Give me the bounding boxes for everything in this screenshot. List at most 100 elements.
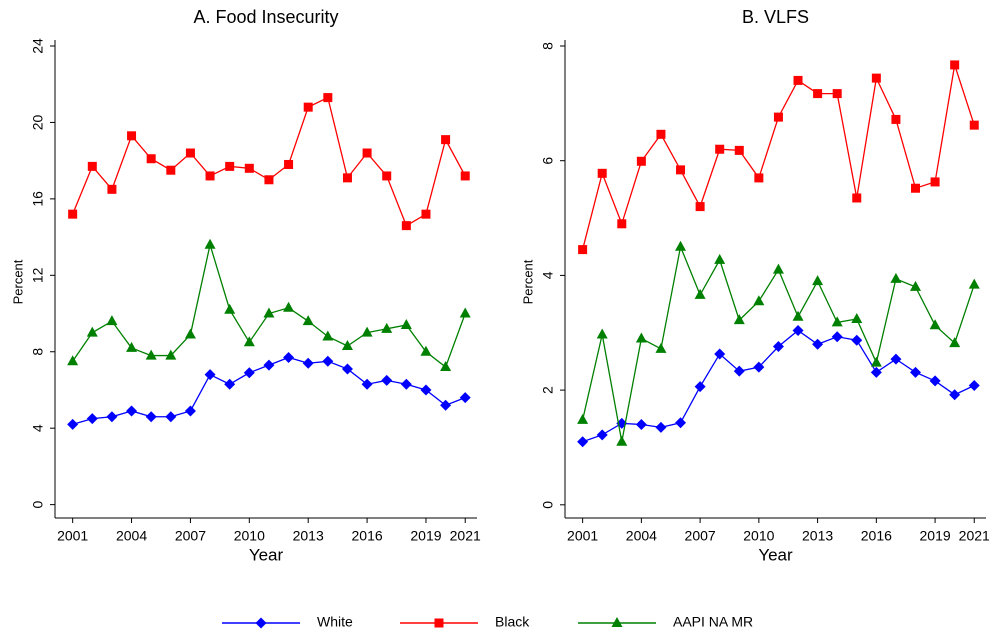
x-tick-label: 2004 xyxy=(116,528,147,544)
data-point xyxy=(382,171,392,181)
data-point xyxy=(969,120,979,130)
x-tick-label: 2007 xyxy=(685,528,716,544)
y-tick-label: 8 xyxy=(540,42,556,50)
data-point xyxy=(694,381,706,393)
data-point xyxy=(106,411,118,423)
legend-marker xyxy=(434,618,444,628)
data-point xyxy=(126,405,138,417)
data-point xyxy=(577,436,589,448)
data-point xyxy=(890,353,902,365)
data-point xyxy=(283,301,295,312)
data-point xyxy=(166,165,176,175)
data-point xyxy=(734,145,744,155)
data-point xyxy=(949,337,961,348)
data-point xyxy=(578,245,588,255)
data-point xyxy=(715,144,725,154)
y-tick-label: 4 xyxy=(540,271,556,279)
x-tick-label: 2010 xyxy=(234,528,265,544)
x-tick-label: 2001 xyxy=(57,528,88,544)
y-tick-label: 2 xyxy=(540,386,556,394)
data-point xyxy=(596,429,608,441)
data-point xyxy=(870,366,882,378)
x-tick-label: 2019 xyxy=(920,528,951,544)
y-tick-label: 6 xyxy=(540,157,556,165)
data-point xyxy=(950,60,960,70)
data-point xyxy=(204,238,216,249)
x-axis-title: Year xyxy=(249,545,284,564)
data-point xyxy=(929,319,941,330)
data-point xyxy=(753,295,765,306)
data-point xyxy=(68,209,78,219)
series-line xyxy=(72,96,466,227)
data-point xyxy=(421,209,431,219)
y-tick-label: 4 xyxy=(30,424,46,432)
data-point xyxy=(635,332,647,343)
x-tick-label: 2021 xyxy=(450,528,481,544)
data-point xyxy=(146,154,156,164)
data-point xyxy=(341,340,353,351)
data-point xyxy=(302,315,314,326)
y-tick-label: 0 xyxy=(540,501,556,509)
x-tick-label: 2016 xyxy=(861,528,892,544)
data-point xyxy=(773,112,783,122)
data-point xyxy=(440,399,452,411)
y-axis-title: Percent xyxy=(10,259,25,304)
data-point xyxy=(67,355,79,366)
y-tick-label: 24 xyxy=(30,38,46,54)
data-point xyxy=(361,326,373,337)
data-point xyxy=(323,93,333,103)
data-point xyxy=(793,75,803,85)
data-point xyxy=(165,411,177,423)
data-point xyxy=(616,435,628,446)
data-point xyxy=(441,135,451,145)
x-tick-label: 2001 xyxy=(567,528,598,544)
data-point xyxy=(224,303,236,314)
data-point xyxy=(184,328,196,339)
x-tick-label: 2004 xyxy=(626,528,657,544)
data-point xyxy=(204,369,216,381)
data-point xyxy=(87,161,97,171)
data-point xyxy=(910,366,922,378)
legend-label: Black xyxy=(495,614,530,630)
data-point xyxy=(597,168,607,178)
chart-title: A. Food Insecurity xyxy=(193,7,338,27)
data-point xyxy=(968,380,980,392)
data-point xyxy=(243,336,255,347)
data-point xyxy=(733,365,745,377)
data-point xyxy=(831,331,843,343)
data-point xyxy=(852,193,862,203)
data-point xyxy=(832,89,842,99)
data-point xyxy=(303,102,313,112)
data-point xyxy=(341,363,353,375)
data-point xyxy=(126,341,138,352)
data-point xyxy=(656,129,666,139)
data-point xyxy=(224,378,236,390)
y-tick-label: 20 xyxy=(30,114,46,130)
data-point xyxy=(733,314,745,325)
data-point xyxy=(577,413,589,424)
data-point xyxy=(243,367,255,379)
data-point xyxy=(362,148,372,158)
data-point xyxy=(714,348,726,360)
x-tick-label: 2013 xyxy=(802,528,833,544)
data-point xyxy=(165,349,177,360)
data-point xyxy=(812,275,824,286)
y-axis-title: Percent xyxy=(520,259,535,304)
data-point xyxy=(929,375,941,387)
data-point xyxy=(342,173,352,183)
data-point xyxy=(891,114,901,124)
data-point xyxy=(145,411,157,423)
data-point xyxy=(635,419,647,431)
data-point xyxy=(871,73,881,83)
data-point xyxy=(596,328,608,339)
data-point xyxy=(225,161,235,171)
data-point xyxy=(86,413,98,425)
data-point xyxy=(420,384,432,396)
data-point xyxy=(264,175,274,185)
data-point xyxy=(302,357,314,369)
data-point xyxy=(459,392,471,404)
data-point xyxy=(753,361,765,373)
data-point xyxy=(910,280,922,291)
data-point xyxy=(617,219,627,229)
y-tick-label: 8 xyxy=(30,348,46,356)
